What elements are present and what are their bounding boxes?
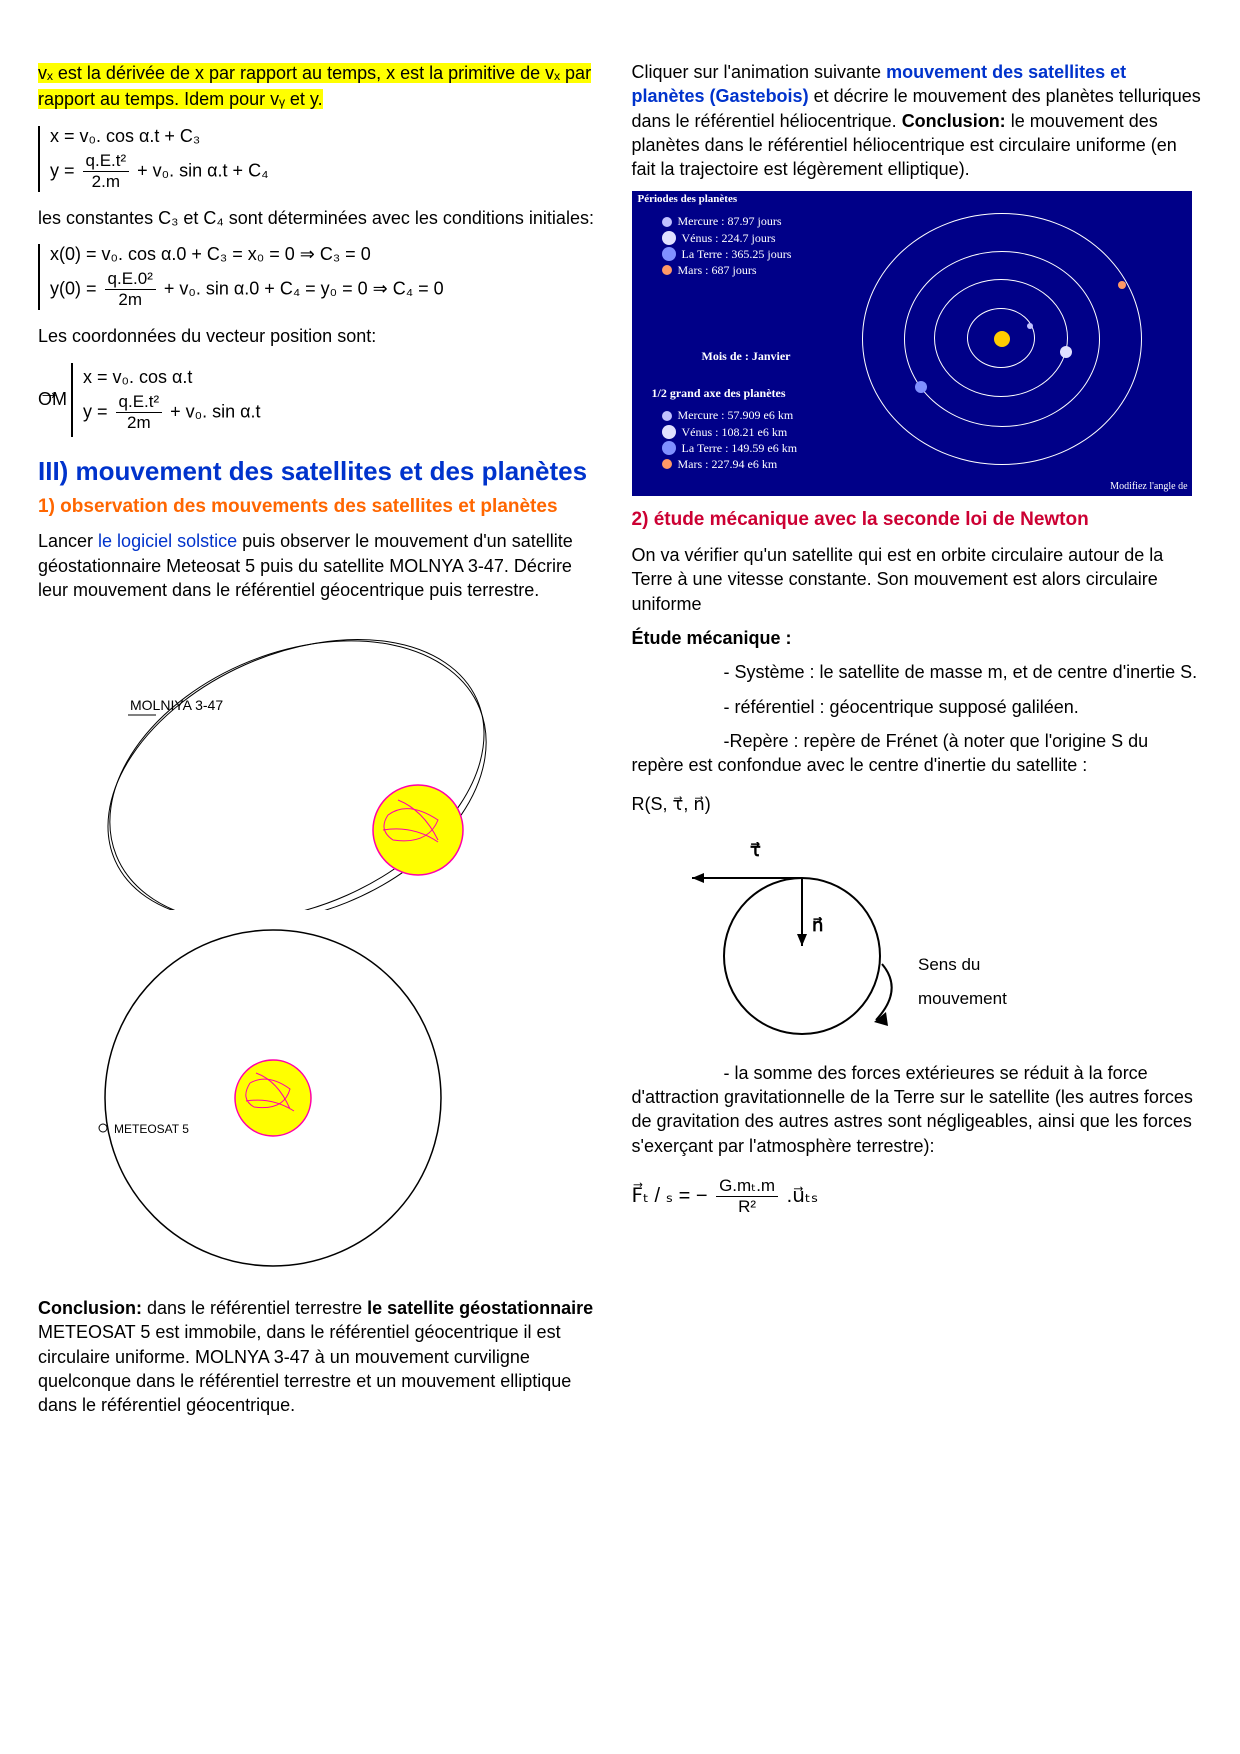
molniya-label: MOLNIYA 3-47 [130, 697, 223, 713]
planet-box-title: Périodes des planètes [632, 191, 1192, 207]
om-vector-row: →OM x = v₀. cos α.t y = q.E.t²2m + v₀. s… [38, 363, 604, 437]
mod-angle-label: Modifiez l'angle de [1110, 481, 1187, 492]
eq-block-3: x = v₀. cos α.t y = q.E.t²2m + v₀. sin α… [71, 363, 261, 437]
sens-label-1: Sens du [918, 955, 980, 974]
right-column: Cliquer sur l'animation suivante mouveme… [632, 50, 1202, 1714]
sun-dot [994, 331, 1010, 347]
constants-text: les constantes C₃ et C₄ sont déterminées… [38, 206, 604, 230]
meteosat-svg: METEOSAT 5 [38, 923, 508, 1273]
left-column: vₓ est la dérivée de x par rapport au te… [38, 50, 604, 1714]
eq2-x: x(0) = v₀. cos α.0 + C₃ = x₀ = 0 ⇒ C₃ = … [50, 244, 604, 265]
right-p2: On va vérifier qu'un satellite qui est e… [632, 543, 1202, 616]
tau-label: τ⃗ [750, 840, 761, 860]
n-label: n⃗ [812, 915, 823, 935]
force-equation: F⃗ₜ / ₛ = − G.mₜ.mR² .u⃗ₜₛ [632, 1176, 1202, 1217]
axes-legend: Mercure : 57.909 e6 km Vénus : 108.21 e6… [662, 407, 798, 472]
axis-title: 1/2 grand axe des planètes [652, 386, 786, 401]
frenet-svg: τ⃗ n⃗ Sens du mouvement [672, 826, 1032, 1046]
eq-block-1: x = v₀. cos α.t + C₃ y = q.E.t²2.m + v₀.… [38, 126, 604, 192]
subsection-1-heading: 1) observation des mouvements des satell… [38, 495, 604, 520]
meteosat-figure: METEOSAT 5 [38, 923, 604, 1278]
etude-li2: - référentiel : géocentrique supposé gal… [632, 695, 1202, 719]
section-3-heading: III) mouvement des satellites et des pla… [38, 455, 604, 489]
etude-li4: - la somme des forces extérieures se réd… [632, 1061, 1202, 1158]
highlight-note: vₓ est la dérivée de x par rapport au te… [38, 60, 604, 112]
eq2-y: y(0) = q.E.0²2m + v₀. sin α.0 + C₄ = y₀ … [50, 269, 604, 310]
molniya-svg: MOLNIYA 3-47 [38, 620, 508, 910]
frenet-figure: τ⃗ n⃗ Sens du mouvement [672, 826, 1202, 1051]
coords-text: Les coordonnées du vecteur position sont… [38, 324, 604, 348]
left-conclusion: Conclusion: dans le référentiel terrestr… [38, 1296, 604, 1417]
periods-legend: Mercure : 87.97 jours Vénus : 224.7 jour… [662, 213, 792, 278]
meteosat-label: METEOSAT 5 [114, 1122, 189, 1136]
etude-heading: Étude mécanique : [632, 626, 1202, 650]
highlight-text: vₓ est la dérivée de x par rapport au te… [38, 63, 591, 109]
molniya-figure: MOLNIYA 3-47 [38, 620, 604, 915]
etude-li1: - Système : le satellite de masse m, et … [632, 660, 1202, 684]
planet-periods-box: Périodes des planètes Mercure : 87.97 jo… [632, 191, 1192, 496]
eq1-y: y = q.E.t²2.m + v₀. sin α.t + C₄ [50, 151, 604, 192]
right-p1: Cliquer sur l'animation suivante mouveme… [632, 60, 1202, 181]
subsection-2-heading: 2) étude mécanique avec la seconde loi d… [632, 508, 1202, 533]
sens-label-2: mouvement [918, 989, 1007, 1008]
eq-block-2: x(0) = v₀. cos α.0 + C₃ = x₀ = 0 ⇒ C₃ = … [38, 244, 604, 310]
eq3-y: y = q.E.t²2m + v₀. sin α.t [83, 392, 261, 433]
mois-label: Mois de : Janvier [702, 349, 791, 364]
eq3-x: x = v₀. cos α.t [83, 367, 261, 388]
etude-li3: -Repère : repère de Frénet (à noter que … [632, 729, 1202, 778]
solstice-link[interactable]: le logiciel solstice [98, 531, 237, 551]
venus-dot [1060, 346, 1072, 358]
eq1-x: x = v₀. cos α.t + C₃ [50, 126, 604, 147]
lancer-paragraph: Lancer le logiciel solstice puis observe… [38, 529, 604, 602]
r-label: R(S, τ⃗, n⃗) [632, 792, 1202, 816]
earth-dot [915, 381, 927, 393]
om-label: →OM [38, 389, 67, 410]
